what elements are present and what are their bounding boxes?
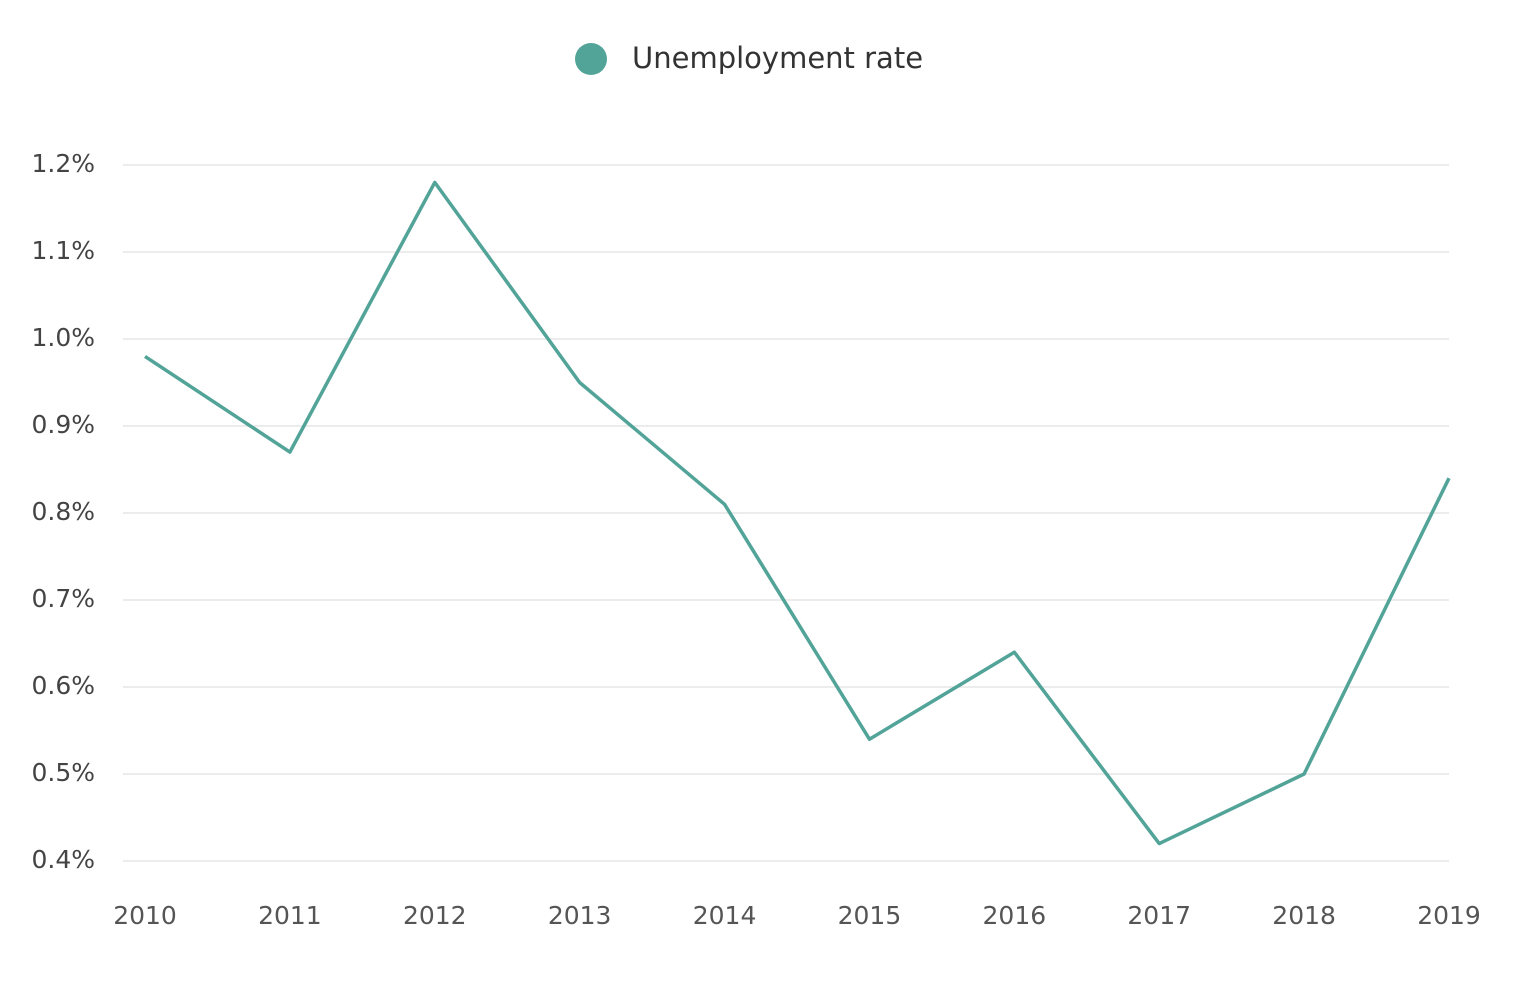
x-tick-label: 2013 [548,901,612,930]
y-tick-label: 0.9% [31,410,95,439]
x-tick-label: 2012 [403,901,467,930]
x-tick-label: 2016 [983,901,1047,930]
y-tick-label: 1.2% [31,149,95,178]
series-line [144,180,1451,846]
y-tick-label: 1.1% [31,236,95,265]
y-tick-label: 0.8% [31,497,95,526]
x-tick-label: 2017 [1127,901,1191,930]
legend-label: Unemployment rate [632,41,923,75]
y-tick-label: 1.0% [31,323,95,352]
x-tick-label: 2011 [258,901,322,930]
x-tick-label: 2015 [838,901,902,930]
y-tick-label: 0.4% [31,845,95,874]
y-tick-label: 0.5% [31,758,95,787]
x-tick-label: 2014 [693,901,757,930]
y-tick-label: 0.6% [31,671,95,700]
legend-marker [575,43,607,75]
x-tick-label: 2018 [1272,901,1336,930]
y-tick-label: 0.7% [31,584,95,613]
x-tick-label: 2010 [113,901,177,930]
x-tick-label: 2019 [1417,901,1481,930]
